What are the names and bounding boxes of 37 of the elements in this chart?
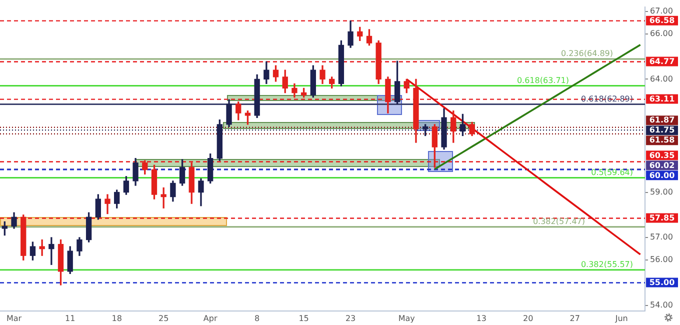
x-tick-label: Apr bbox=[203, 314, 218, 323]
ref-line-label: 60.00 bbox=[649, 170, 676, 180]
ref-line-label: 0.382(55.57) bbox=[580, 260, 633, 269]
y-tick-label: 54.00 bbox=[650, 300, 673, 310]
y-tick-label: 67.00 bbox=[650, 6, 673, 16]
ref-line-label: 61.87 bbox=[649, 116, 675, 125]
x-tick-label: 13 bbox=[476, 314, 487, 323]
ref-line-label: 0.618(63.71) bbox=[516, 76, 569, 85]
y-tick-label: 66.00 bbox=[650, 29, 673, 38]
ref-line-label: 0.236(64.89) bbox=[560, 49, 613, 58]
x-tick-label: 23 bbox=[345, 314, 356, 323]
x-tick-label: May bbox=[398, 314, 416, 323]
x-tick-label: 20 bbox=[523, 314, 534, 323]
x-tick-label: 18 bbox=[112, 314, 122, 323]
x-tick-label: Mar bbox=[6, 314, 22, 323]
y-tick-label: 56.00 bbox=[650, 255, 673, 264]
ref-line-label: 66.58 bbox=[649, 16, 676, 25]
ref-line-label: 61.58 bbox=[649, 136, 676, 145]
ref-line-label: 55.00 bbox=[649, 278, 676, 287]
x-tick-label: 27 bbox=[570, 314, 580, 323]
x-tick-label: 25 bbox=[158, 314, 169, 323]
ref-line-label: 57.85 bbox=[649, 213, 676, 222]
ref-line-label: 0.5(59.64) bbox=[591, 168, 633, 177]
ref-line-label: 64.77 bbox=[649, 56, 675, 66]
ref-line-label: 60.35 bbox=[649, 150, 676, 160]
ref-line-label: 63.11 bbox=[649, 94, 676, 104]
x-tick-label: 11 bbox=[65, 314, 76, 323]
y-tick-label: 64.00 bbox=[650, 74, 673, 84]
x-tick-label: 15 bbox=[298, 314, 309, 323]
y-tick-label: 59.00 bbox=[650, 187, 673, 196]
ref-line-label: 61.75 bbox=[649, 126, 676, 135]
ref-line-label: 0.382(57.47) bbox=[532, 216, 585, 226]
ref-line-label: 60.02 bbox=[649, 160, 675, 170]
y-tick-label: 57.00 bbox=[650, 232, 673, 242]
ref-line-label: 0.618(62.89) bbox=[580, 94, 633, 104]
x-tick-label: 8 bbox=[254, 314, 260, 323]
x-tick-label: Jun bbox=[614, 314, 628, 323]
